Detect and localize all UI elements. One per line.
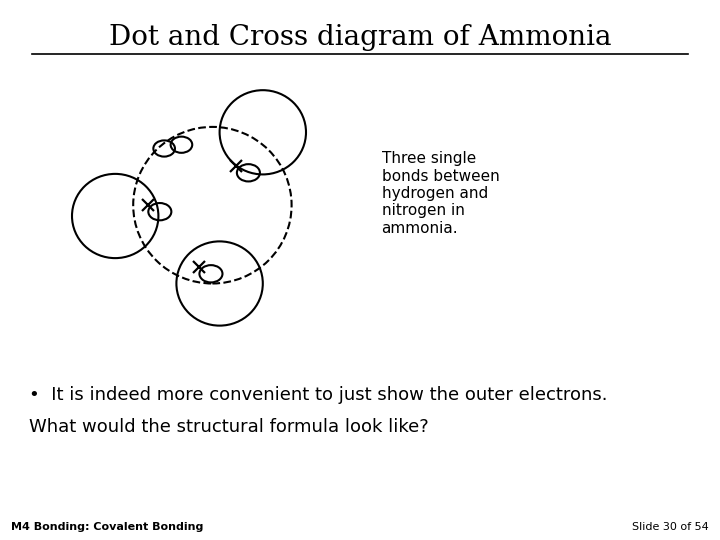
Text: Dot and Cross diagram of Ammonia: Dot and Cross diagram of Ammonia bbox=[109, 24, 611, 51]
Text: •  It is indeed more convenient to just show the outer electrons.: • It is indeed more convenient to just s… bbox=[29, 386, 607, 404]
Text: Slide 30 of 54: Slide 30 of 54 bbox=[632, 522, 709, 532]
Text: What would the structural formula look like?: What would the structural formula look l… bbox=[29, 418, 428, 436]
Text: M4 Bonding: Covalent Bonding: M4 Bonding: Covalent Bonding bbox=[11, 522, 203, 532]
Text: Three single
bonds between
hydrogen and
nitrogen in
ammonia.: Three single bonds between hydrogen and … bbox=[382, 151, 500, 236]
